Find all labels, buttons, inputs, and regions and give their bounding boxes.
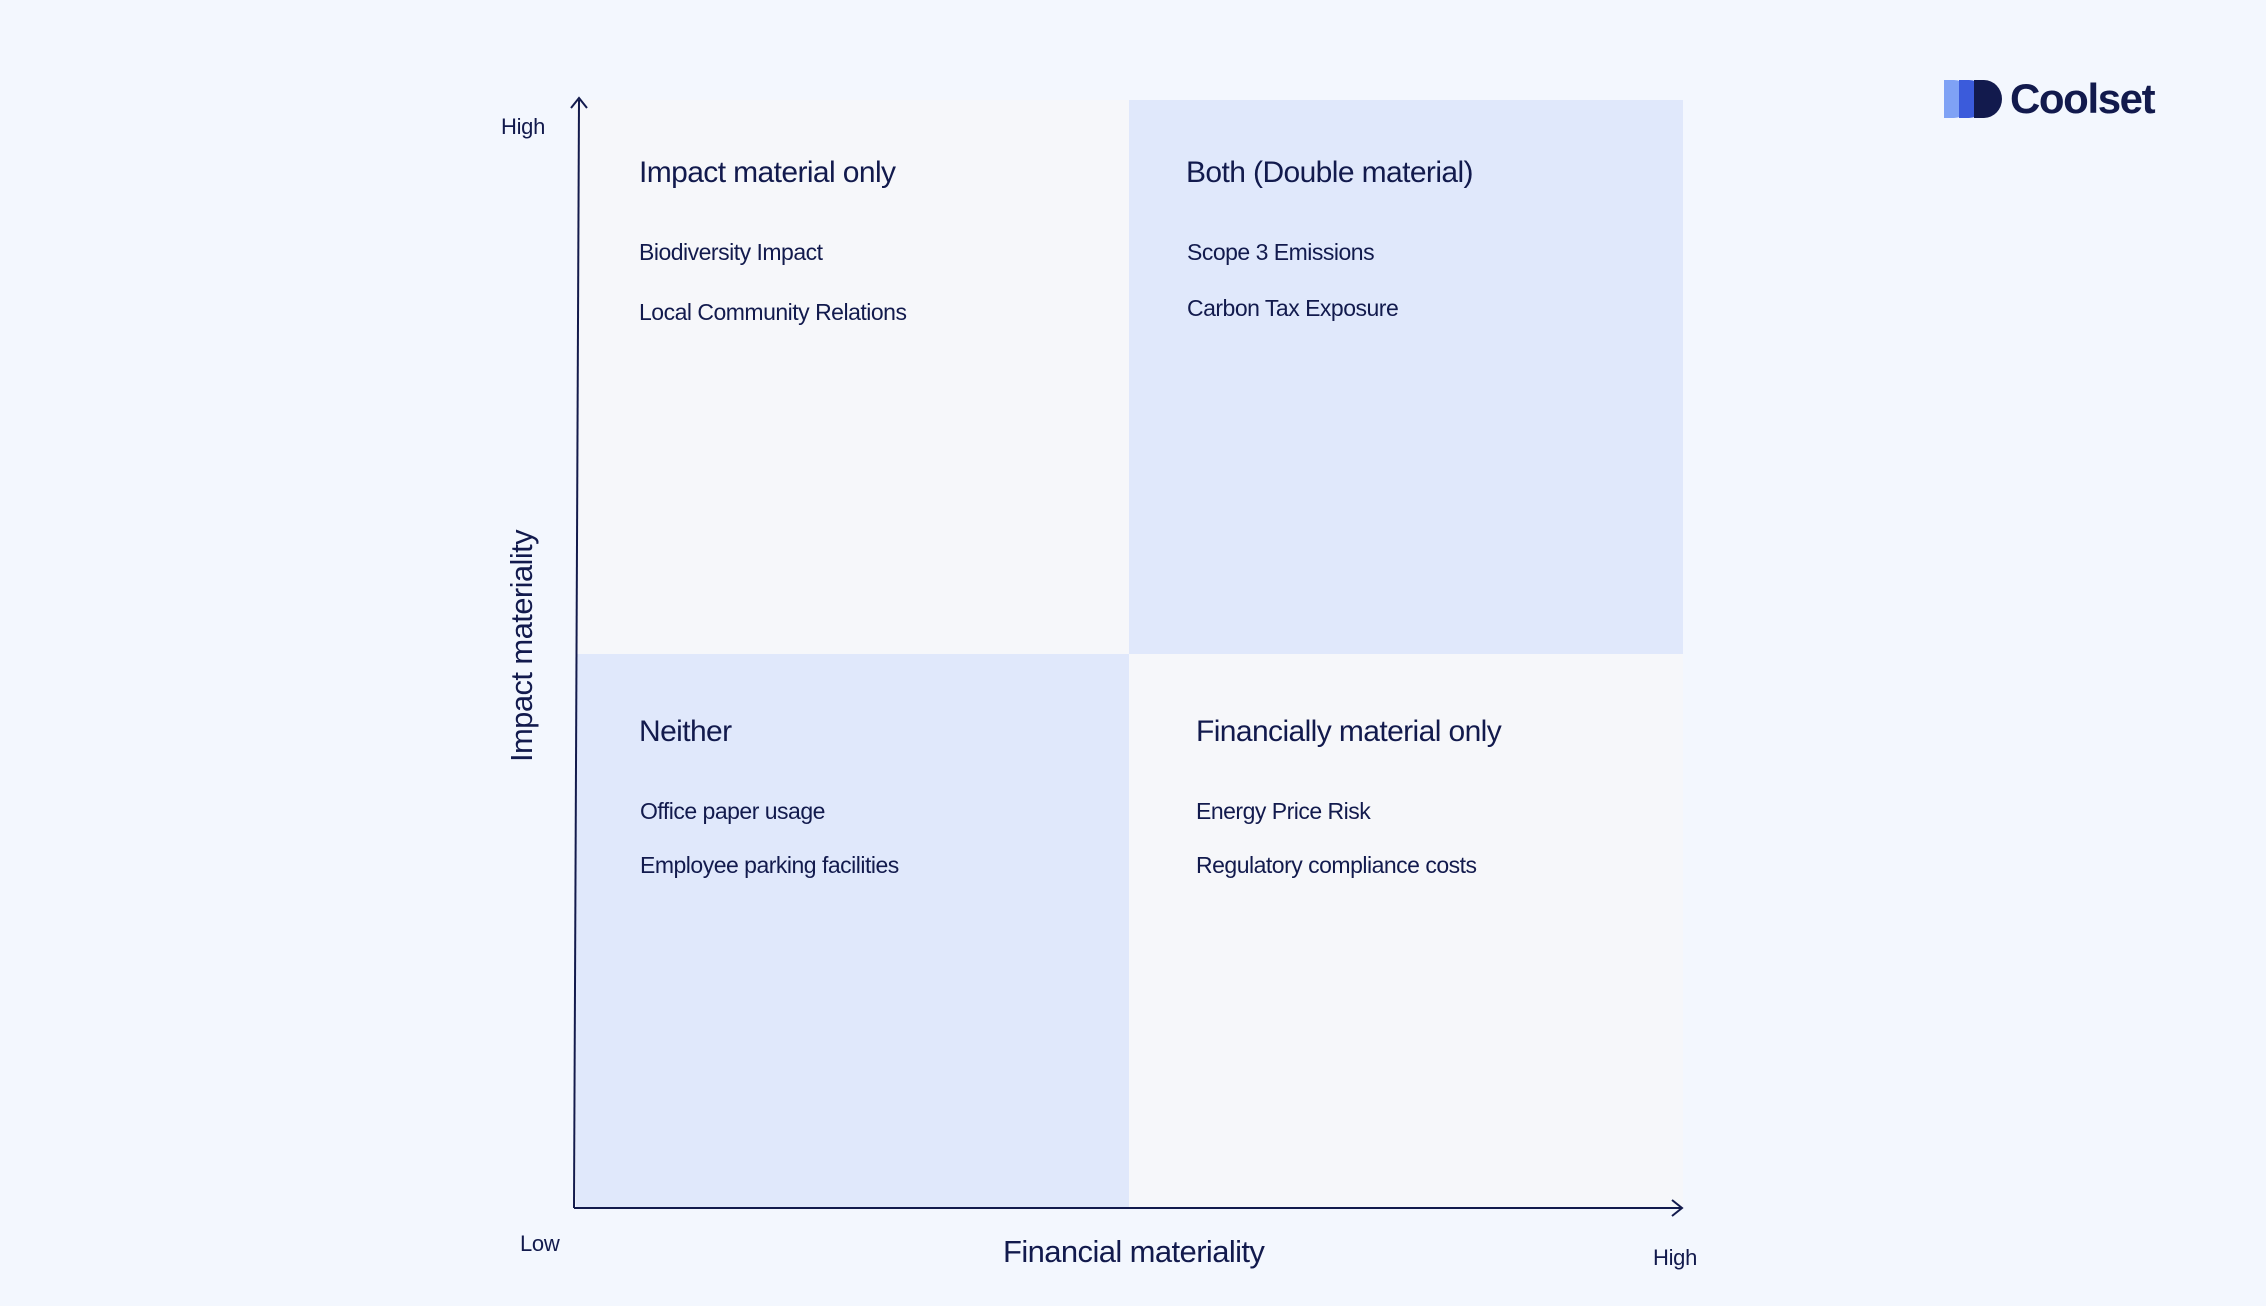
quadrant-title-impact-material-only: Impact material only — [639, 156, 896, 189]
x-axis-high-label: High — [1653, 1245, 1698, 1270]
quadrant-impact-material-only — [576, 100, 1129, 654]
quadrant-item: Biodiversity Impact — [639, 239, 823, 265]
coolset-logo: Coolset — [1944, 75, 2156, 122]
quadrant-item: Carbon Tax Exposure — [1187, 295, 1399, 321]
x-axis-title: Financial materiality — [1003, 1234, 1265, 1269]
logo-wordmark: Coolset — [2010, 75, 2156, 122]
quadrant-item: Scope 3 Emissions — [1187, 239, 1375, 265]
coolset-mark-icon — [1944, 80, 2002, 118]
quadrant-item: Office paper usage — [640, 798, 825, 824]
y-axis-title: Impact materiality — [504, 529, 539, 763]
axis-low-label: Low — [520, 1231, 560, 1256]
quadrant-title-financially-material-only: Financially material only — [1196, 715, 1502, 748]
quadrant-item: Energy Price Risk — [1196, 798, 1371, 824]
quadrant-item: Employee parking facilities — [640, 852, 899, 878]
quadrant-financially-material-only — [1129, 654, 1683, 1208]
quadrant-title-neither: Neither — [639, 715, 732, 748]
quadrant-item: Local Community Relations — [639, 299, 907, 325]
quadrant-double-material — [1129, 100, 1683, 654]
y-axis-high-label: High — [501, 114, 546, 139]
quadrant-neither — [576, 654, 1129, 1208]
quadrant-item: Regulatory compliance costs — [1196, 852, 1477, 878]
quadrant-title-double-material: Both (Double material) — [1186, 156, 1474, 189]
